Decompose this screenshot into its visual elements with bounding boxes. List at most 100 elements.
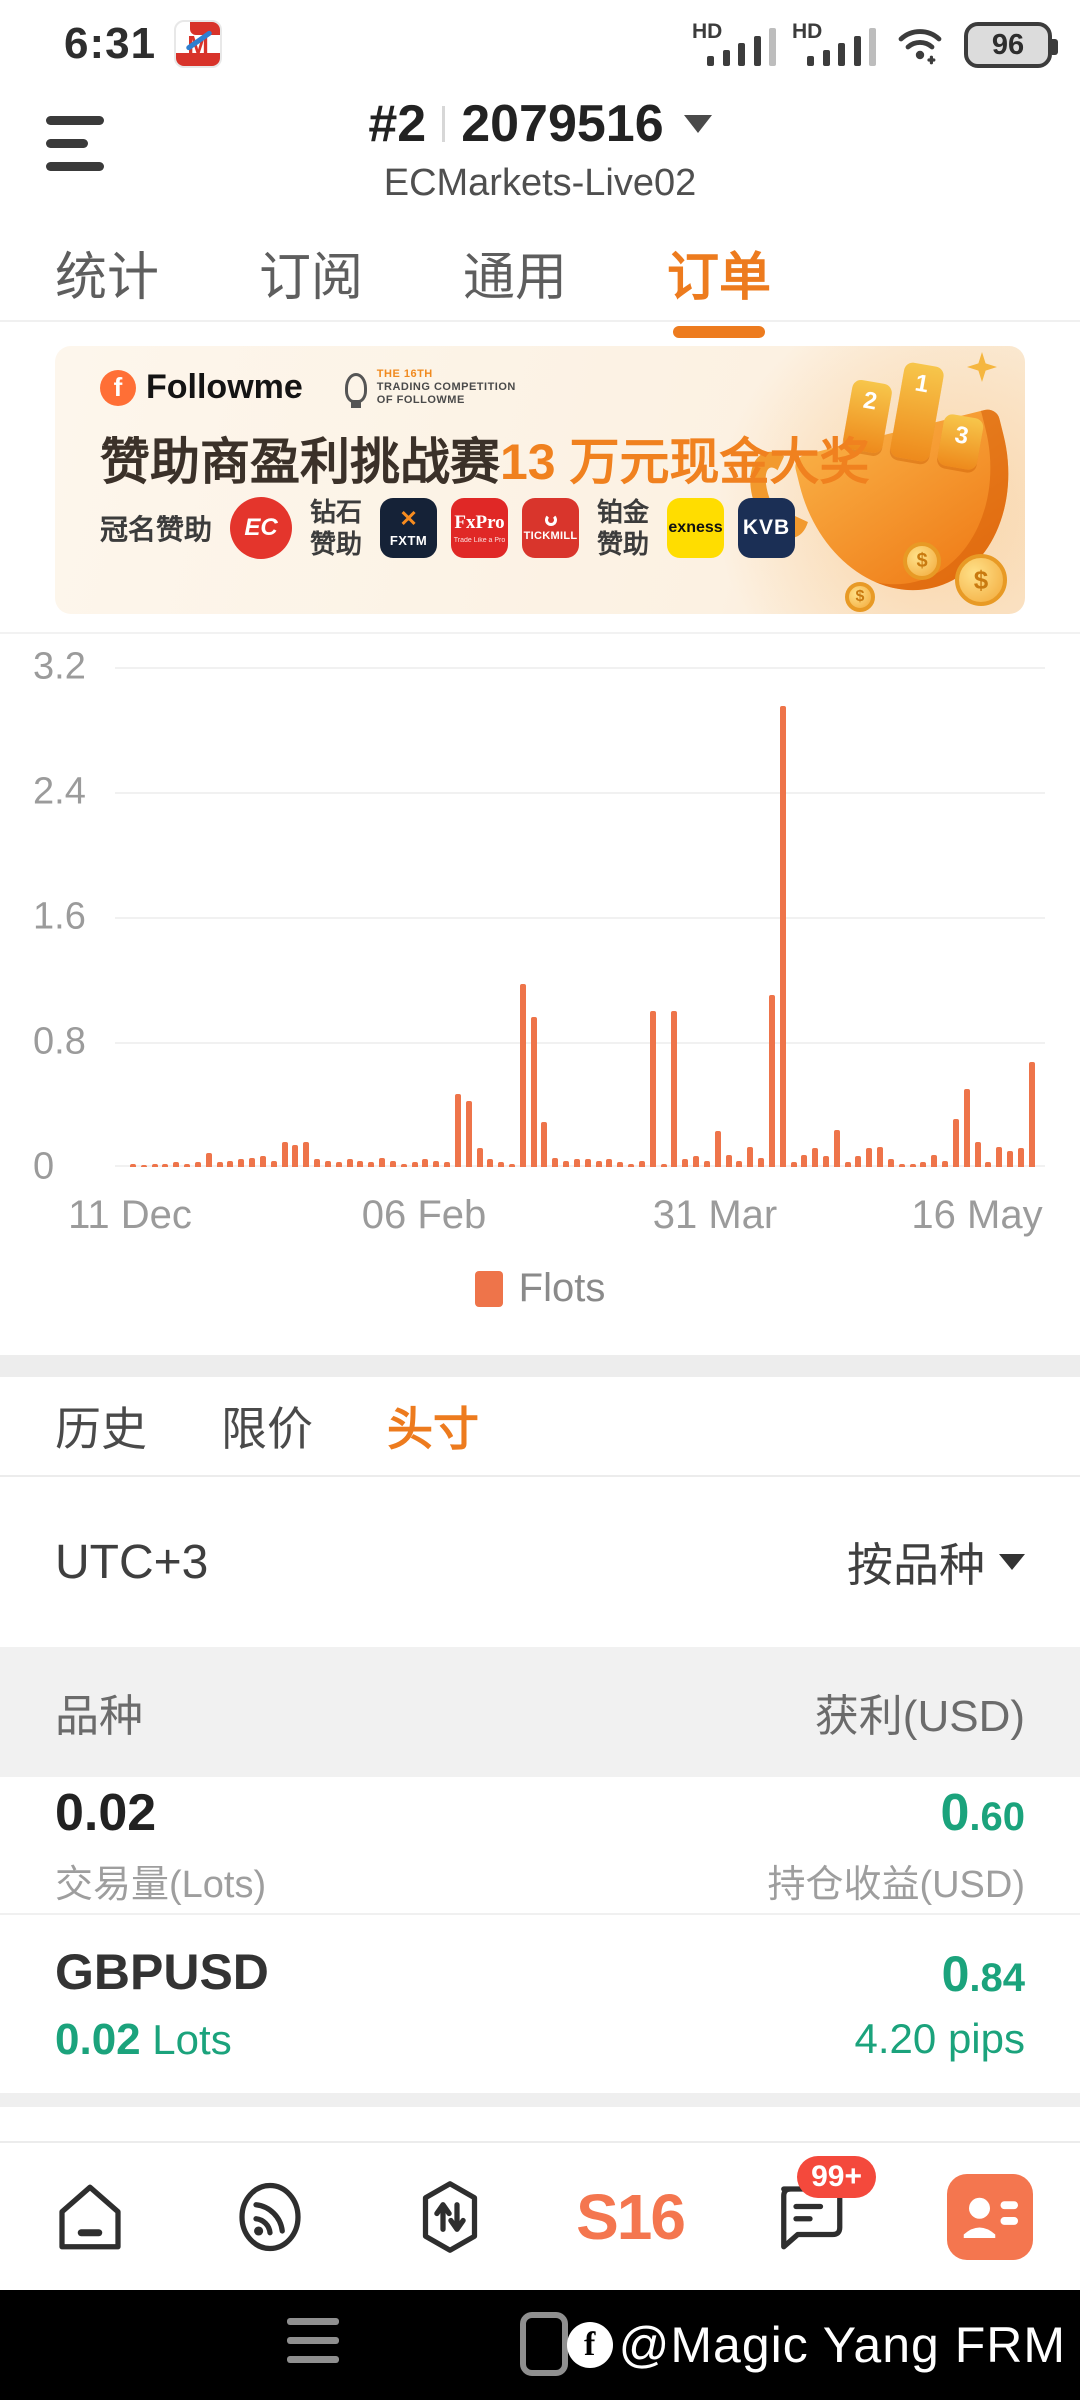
chart-bar bbox=[595, 1160, 602, 1167]
chart-bar bbox=[812, 1148, 819, 1167]
medal-icon bbox=[344, 372, 367, 408]
chart-bar bbox=[790, 1162, 797, 1167]
chart-bar bbox=[844, 1162, 851, 1167]
competition-badge: THE 16TH TRADING COMPETITION OF FOLLOWME bbox=[344, 368, 516, 408]
chart-bar bbox=[389, 1160, 396, 1167]
y-tick: 1.6 bbox=[33, 895, 86, 938]
chart-bar bbox=[130, 1163, 136, 1167]
nav-messages-button[interactable]: 99+ bbox=[762, 2155, 876, 2272]
chart-bar bbox=[1007, 1151, 1014, 1167]
clock: 6:31 bbox=[64, 19, 157, 68]
table-header: 品种 获利(USD) bbox=[0, 1647, 1080, 1777]
cellular-signal-icon-1: HD bbox=[692, 20, 776, 68]
app-header: #2 2079516 ECMarkets-Live02 bbox=[0, 70, 1080, 230]
system-menu-button[interactable] bbox=[287, 2318, 339, 2375]
chart-bar bbox=[714, 1131, 721, 1167]
chart-bar bbox=[758, 1157, 765, 1167]
chart-bar bbox=[411, 1162, 418, 1167]
chart-bar bbox=[270, 1160, 277, 1167]
order-type-tab-bar: 历史 限价 头寸 bbox=[0, 1377, 1080, 1477]
chart-bar bbox=[768, 995, 775, 1167]
chart-bar bbox=[324, 1160, 331, 1167]
chart-bar bbox=[563, 1160, 570, 1167]
column-symbol: 品种 bbox=[55, 1692, 143, 1741]
promo-banner[interactable]: f Followme THE 16TH TRADING COMPETITION … bbox=[55, 346, 1025, 614]
chart-bar bbox=[996, 1146, 1003, 1167]
x-tick: 06 Feb bbox=[361, 1193, 487, 1237]
chart-bar bbox=[877, 1146, 884, 1167]
nav-trade-button[interactable] bbox=[402, 2162, 498, 2272]
status-icons: HD HD 96 bbox=[692, 20, 1058, 68]
tab-positions[interactable]: 头寸 bbox=[387, 1403, 479, 1455]
chart-bar bbox=[1017, 1148, 1024, 1167]
account-title[interactable]: #2 2079516 ECMarkets-Live02 bbox=[0, 94, 1080, 205]
tab-history[interactable]: 历史 bbox=[55, 1403, 147, 1455]
chart-bar bbox=[194, 1162, 201, 1167]
chart-bar bbox=[952, 1118, 959, 1167]
chart-bar bbox=[249, 1157, 256, 1167]
y-tick: 2.4 bbox=[33, 770, 86, 813]
facebook-icon: f bbox=[566, 2322, 613, 2368]
tab-general[interactable]: 通用 bbox=[463, 248, 568, 307]
exness-logo: exness bbox=[667, 498, 725, 558]
lots-value: 0.02 bbox=[55, 2015, 141, 2064]
chart-bar bbox=[173, 1162, 180, 1167]
chart-bar bbox=[303, 1142, 310, 1167]
nav-home-button[interactable] bbox=[42, 2162, 138, 2272]
home-icon bbox=[59, 2184, 121, 2249]
volume-label: 交易量(Lots) bbox=[55, 1863, 267, 1906]
android-system-bar: f @Magic Yang FRM bbox=[0, 2290, 1080, 2400]
chart-bar bbox=[519, 984, 526, 1167]
chart-bar bbox=[931, 1154, 938, 1167]
menu-icon[interactable] bbox=[46, 116, 106, 172]
tab-subscribe[interactable]: 订阅 bbox=[259, 248, 364, 307]
chart-bar bbox=[1028, 1062, 1035, 1167]
chart-bar bbox=[855, 1156, 862, 1167]
chart-plot-area[interactable]: 11 Dec 06 Feb 31 Mar 16 May bbox=[68, 667, 1045, 1237]
chart-bar bbox=[292, 1145, 299, 1167]
watermark: f @Magic Yang FRM bbox=[566, 2290, 1066, 2400]
chart-bar bbox=[779, 706, 786, 1167]
chart-bar bbox=[454, 1093, 461, 1167]
nav-feed-button[interactable] bbox=[222, 2162, 318, 2272]
system-home-button[interactable] bbox=[520, 2312, 568, 2376]
diamond-sponsor-label: 钻石 赞助 bbox=[310, 497, 363, 559]
tab-pending[interactable]: 限价 bbox=[221, 1403, 313, 1455]
tab-orders[interactable]: 订单 bbox=[667, 235, 771, 316]
notification-app-icon: M bbox=[174, 20, 223, 68]
chart-bar bbox=[660, 1163, 667, 1167]
tickmill-logo: TICKMILL bbox=[522, 498, 580, 558]
chart-bar bbox=[162, 1163, 169, 1167]
legend-label-flots: Flots bbox=[518, 1266, 606, 1310]
chart-bar bbox=[725, 1154, 732, 1167]
filter-row: UTC+3 按品种 bbox=[0, 1477, 1080, 1647]
sort-by-dropdown[interactable]: 按品种 bbox=[847, 1529, 1025, 1595]
table-row[interactable]: GBPUSD 0.02 Lots 0.84 4.20 pips bbox=[55, 1944, 1025, 2064]
chart-bar bbox=[747, 1146, 754, 1167]
chart-bar bbox=[368, 1162, 375, 1167]
coin-icon: $ bbox=[845, 582, 875, 612]
chart-bar bbox=[649, 1010, 656, 1167]
chart-bar bbox=[346, 1159, 353, 1167]
bottom-nav-bar: S16 99+ bbox=[0, 2143, 1080, 2290]
chart-bar bbox=[898, 1163, 905, 1167]
chart-bar bbox=[887, 1159, 894, 1167]
y-tick: 0 bbox=[33, 1145, 55, 1188]
chart-bar bbox=[487, 1159, 494, 1167]
nav-contacts-button[interactable] bbox=[942, 2162, 1038, 2272]
battery-icon: 96 bbox=[964, 22, 1058, 68]
chart-bar bbox=[216, 1162, 223, 1167]
platinum-sponsor-label: 铂金 赞助 bbox=[597, 497, 650, 559]
wifi-icon bbox=[898, 29, 942, 65]
profit-label: 持仓收益(USD) bbox=[767, 1863, 1025, 1906]
chart-bar bbox=[552, 1157, 559, 1167]
row-profit: 0 bbox=[941, 1946, 970, 2002]
chart-bar bbox=[920, 1162, 927, 1167]
chart-bar bbox=[866, 1148, 873, 1167]
nav-s16-button[interactable]: S16 bbox=[576, 2162, 686, 2272]
tab-statistics[interactable]: 统计 bbox=[55, 248, 160, 307]
chevron-down-icon[interactable] bbox=[683, 115, 712, 133]
chart-bar bbox=[541, 1121, 548, 1167]
chart-bar bbox=[357, 1160, 364, 1167]
chart-bar bbox=[184, 1163, 191, 1167]
